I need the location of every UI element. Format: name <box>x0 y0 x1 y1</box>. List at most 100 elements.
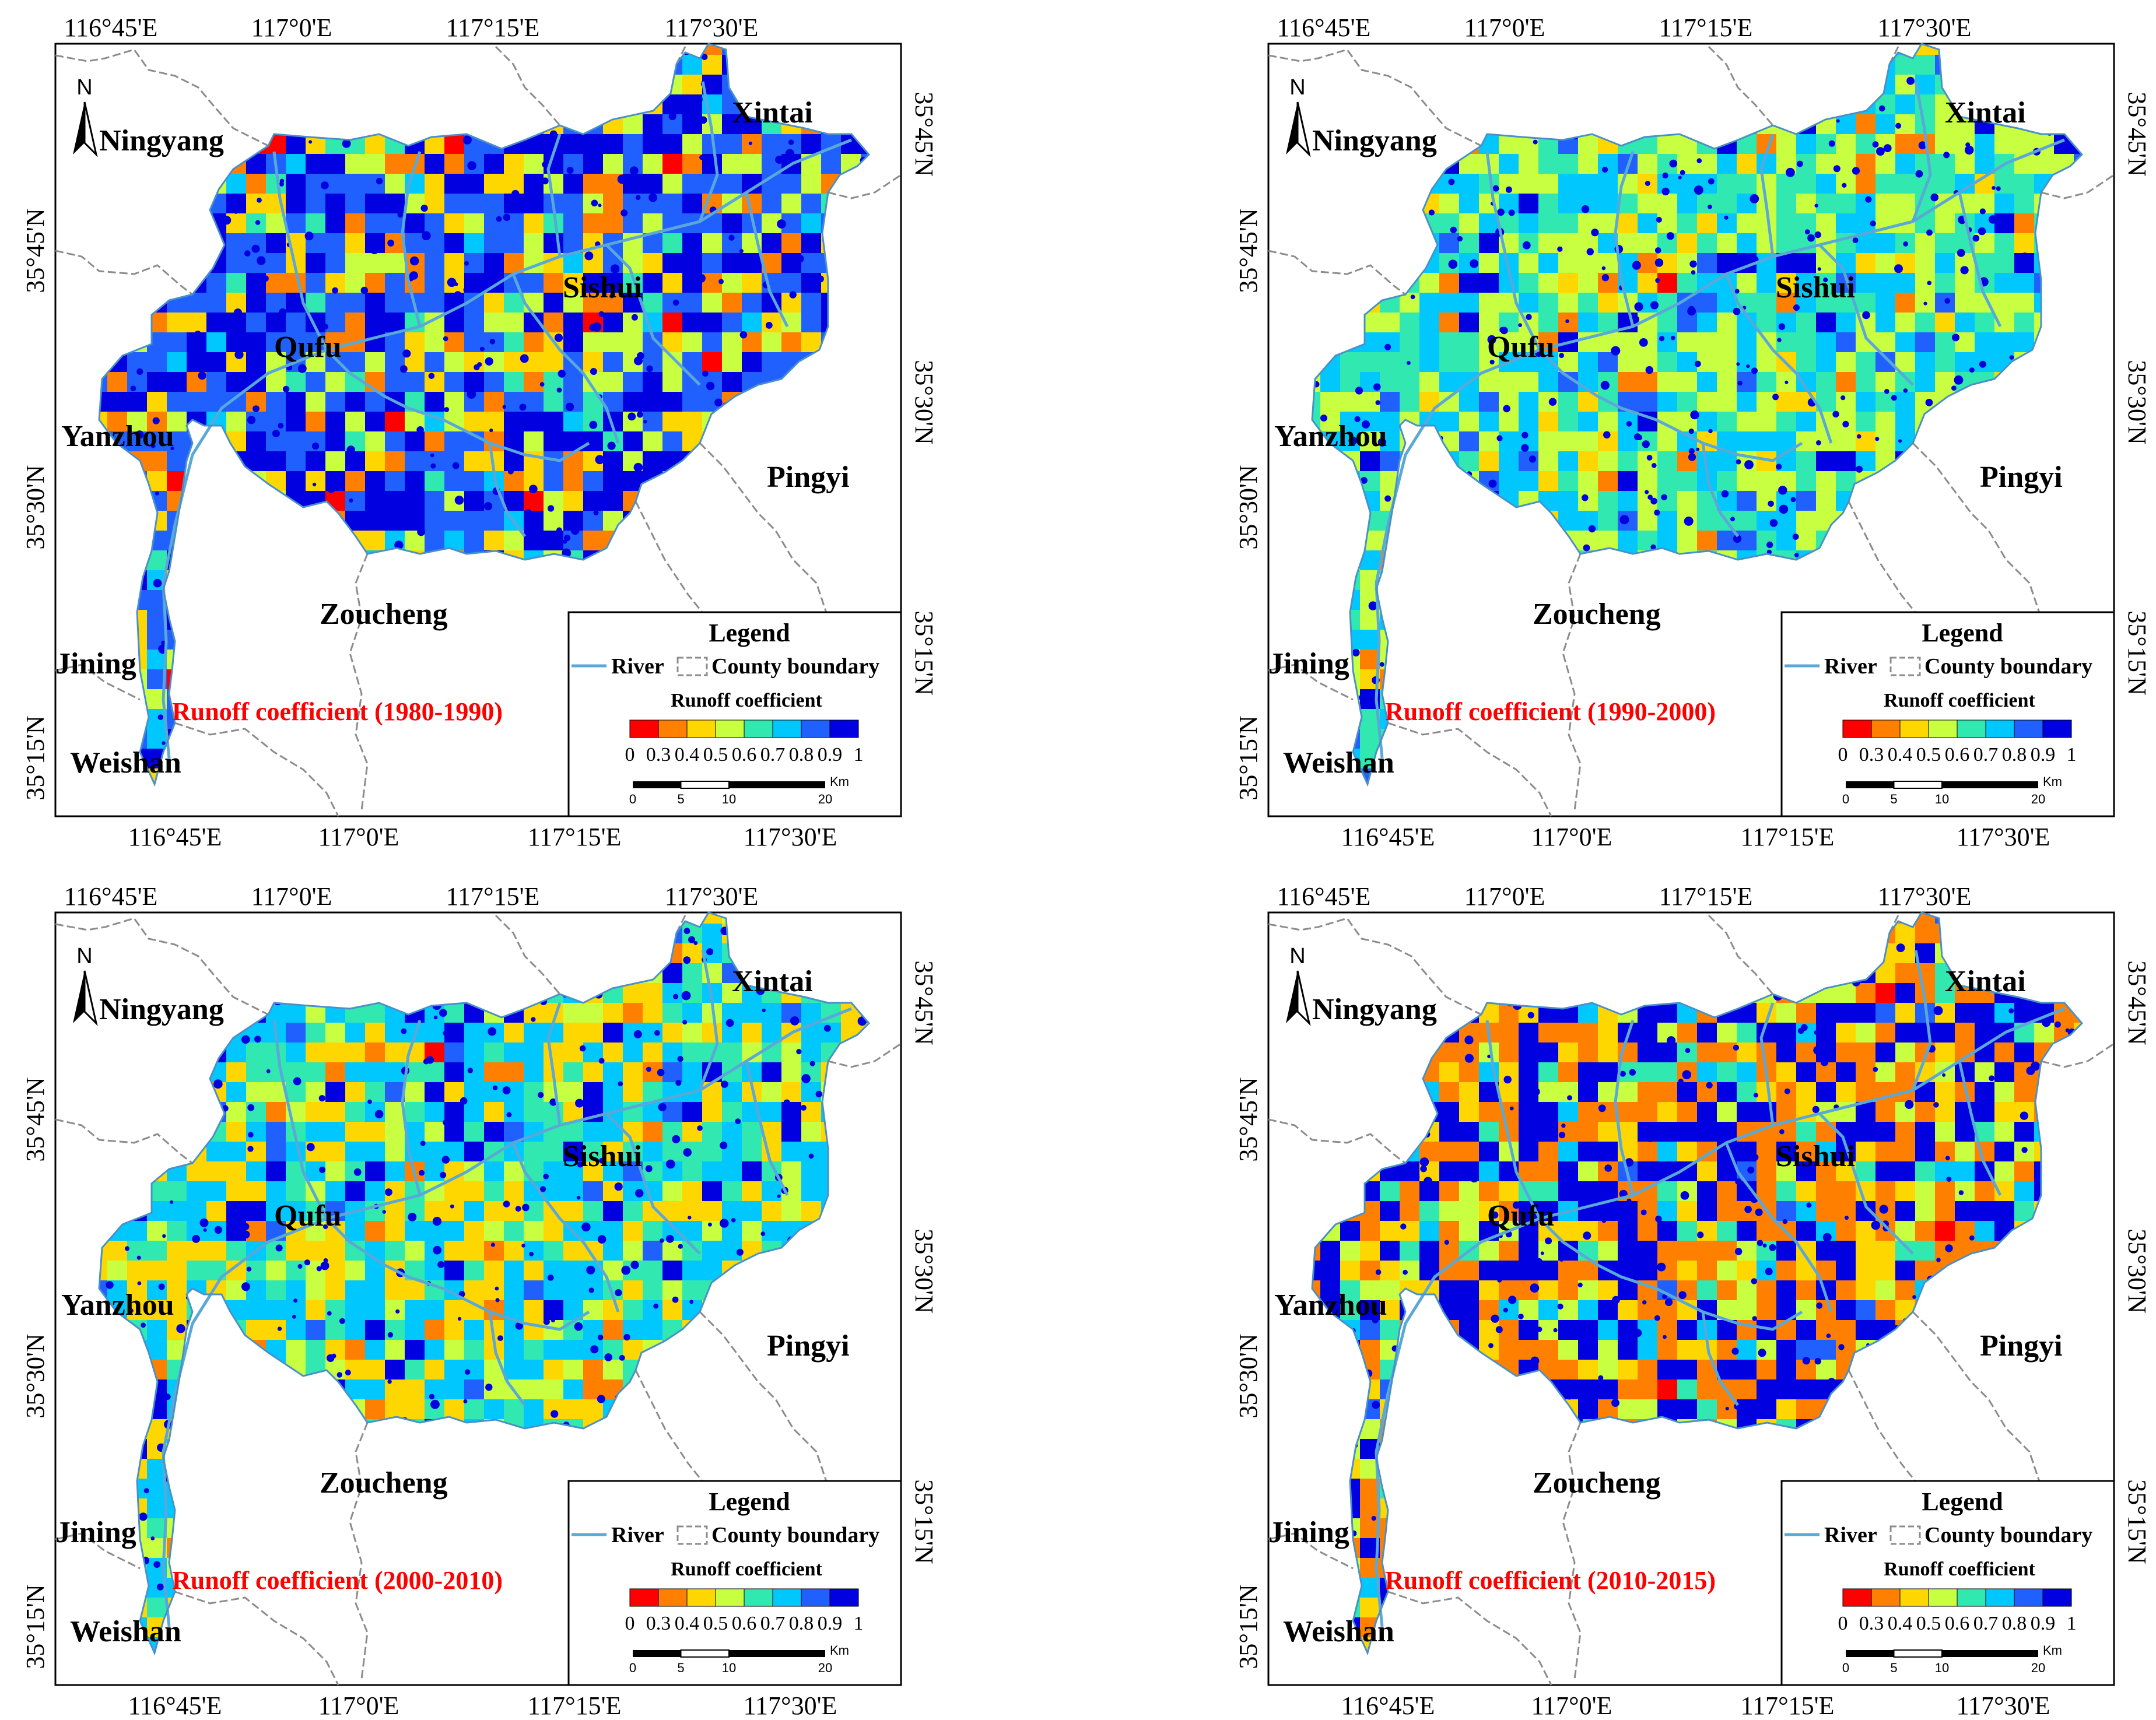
legend-ramp-label: 0.7 <box>760 1613 786 1634</box>
county-boundary-line <box>495 914 561 995</box>
top-longitude-tick: 117°15'E <box>446 882 540 911</box>
legend-ramp-swatch <box>1899 1588 1929 1607</box>
legend-title: Legend <box>1922 1487 2003 1516</box>
county-label-jining: Jining <box>55 1516 136 1549</box>
top-longitude-tick: 117°30'E <box>665 13 759 42</box>
scale-bar-label: 5 <box>677 1661 684 1675</box>
legend-ramp-swatch <box>1899 719 1929 738</box>
right-latitude-tick: 35°45'N <box>910 92 938 176</box>
scale-bar-label: 0 <box>629 1661 636 1675</box>
legend-ramp-swatch <box>2042 1588 2072 1607</box>
legend-ramp-label: 0.5 <box>703 1613 728 1634</box>
county-label-xintai: Xintai <box>732 965 813 998</box>
legend-ramp-swatch <box>801 1588 830 1607</box>
river-line <box>162 138 852 759</box>
legend-county-swatch <box>1889 1525 1921 1545</box>
legend-ramp-swatch <box>744 1588 773 1607</box>
north-arrow-icon: N <box>1286 944 1311 1026</box>
river-line <box>1911 950 1932 1091</box>
county-label-weishan: Weishan <box>70 1615 181 1648</box>
legend-river-label: River <box>1824 654 1877 679</box>
river-line <box>401 1020 422 1196</box>
top-longitude-tick: 117°15'E <box>446 13 540 42</box>
legend-ramp-label: 0.8 <box>789 1613 814 1634</box>
right-latitude-tick: 35°30'N <box>2123 1228 2151 1313</box>
right-latitude-tick: 35°15'N <box>2123 610 2151 695</box>
legend-ramp-label: 0.6 <box>732 744 757 766</box>
county-boundary-line <box>1268 1532 1354 1570</box>
north-arrow-icon: N <box>1286 75 1311 157</box>
county-label-jining: Jining <box>1268 647 1349 680</box>
map-panel-1980-1990: 116°45'E 117°0'E 117°15'E 117°30'E 116°45'E 1… <box>21 13 938 851</box>
map-panel-2000-2010: 116°45'E 117°0'E 117°15'E 117°30'E 116°45'E 1… <box>21 882 938 1720</box>
legend-ramp-label: 0.9 <box>818 1613 843 1634</box>
scale-bar-label: 10 <box>1935 1661 1949 1675</box>
county-boundary-line <box>349 1422 369 1680</box>
top-longitude-tick: 117°15'E <box>1659 882 1753 911</box>
scale-bar-label: 10 <box>722 792 736 806</box>
legend-ramp-label: 0.6 <box>1945 744 1970 766</box>
legend-ramp-swatch <box>1985 1588 2015 1607</box>
legend-ramp-label: 1 <box>854 1613 864 1634</box>
county-boundary-line <box>1848 501 1937 659</box>
legend-river-label: River <box>611 654 664 679</box>
scale-bar-label: 0 <box>629 792 636 806</box>
legend-ramp-swatch <box>1871 719 1901 738</box>
legend-ramp-title: Runoff coefficient <box>1884 690 2035 711</box>
river-line <box>1759 1002 1775 1126</box>
county-label-zoucheng: Zoucheng <box>1533 598 1661 631</box>
map-panel-1990-2000: 116°45'E 117°0'E 117°15'E 117°30'E 116°45'E 1… <box>1234 13 2151 851</box>
county-label-ningyang: Ningyang <box>1312 993 1437 1026</box>
legend-ramp-label: 0.3 <box>1859 1613 1884 1634</box>
legend-ramp-label: 0 <box>625 1613 635 1634</box>
left-latitude-tick: 35°30'N <box>1234 465 1263 549</box>
legend-ramp-label: 0.9 <box>2031 744 2056 766</box>
county-boundary-line <box>2041 174 2115 199</box>
right-latitude-tick: 35°15'N <box>2123 1479 2151 1564</box>
left-latitude-tick: 35°30'N <box>21 465 50 549</box>
legend-ramp-swatch <box>2014 1588 2043 1607</box>
county-label-pingyi: Pingyi <box>1980 1329 2063 1363</box>
county-boundary-line <box>55 1532 141 1570</box>
county-boundary-line <box>2041 1042 2115 1068</box>
county-label-yanzhou: Yanzhou <box>1274 420 1387 453</box>
scale-bar-segment <box>1846 1650 1894 1657</box>
legend-ramp-swatch <box>1871 1588 1901 1607</box>
scale-bar-segment <box>1846 781 1894 788</box>
river-line <box>1958 1061 2002 1196</box>
right-latitude-tick: 35°30'N <box>910 360 938 444</box>
river-line <box>1911 81 1932 222</box>
county-boundary-line <box>634 1370 724 1528</box>
scale-bar-label: 20 <box>818 792 832 806</box>
bottom-longitude-tick: 116°45'E <box>128 1691 222 1720</box>
right-latitude-tick: 35°30'N <box>2123 360 2151 444</box>
scale-bar-segment <box>1893 781 1943 789</box>
county-label-weishan: Weishan <box>1283 1615 1394 1648</box>
bottom-longitude-tick: 117°15'E <box>528 823 622 851</box>
county-boundary-line <box>1562 553 1582 811</box>
river-line <box>1538 349 1803 462</box>
scale-bar-label: 20 <box>2031 792 2045 806</box>
top-longitude-tick: 117°30'E <box>1878 13 1972 42</box>
bottom-longitude-tick: 117°0'E <box>1531 823 1612 851</box>
river-line <box>698 950 719 1091</box>
scale-bar-label: 5 <box>677 792 684 806</box>
right-latitude-tick: 35°45'N <box>2123 960 2151 1045</box>
county-boundary-line <box>1268 664 1354 701</box>
river-line <box>1375 1007 2065 1627</box>
left-latitude-tick: 35°30'N <box>21 1333 50 1418</box>
county-label-weishan: Weishan <box>70 746 181 780</box>
bottom-longitude-tick: 117°30'E <box>1957 823 2050 851</box>
county-label-ningyang: Ningyang <box>99 124 224 157</box>
legend-river-label: River <box>611 1523 664 1547</box>
panel-title: Runoff coefficient (2010-2015) <box>1385 1566 1716 1595</box>
county-label-xintai: Xintai <box>1945 965 2026 998</box>
river-line <box>605 244 701 386</box>
county-boundary-line <box>1708 914 1774 995</box>
county-label-pingyi: Pingyi <box>1980 461 2063 494</box>
legend-ramp-label: 0.4 <box>1888 744 1913 766</box>
bottom-longitude-tick: 116°45'E <box>1341 1691 1435 1720</box>
left-latitude-tick: 35°45'N <box>21 208 50 293</box>
county-label-qufu: Qufu <box>1487 331 1555 364</box>
legend-ramp-swatch <box>801 719 830 738</box>
